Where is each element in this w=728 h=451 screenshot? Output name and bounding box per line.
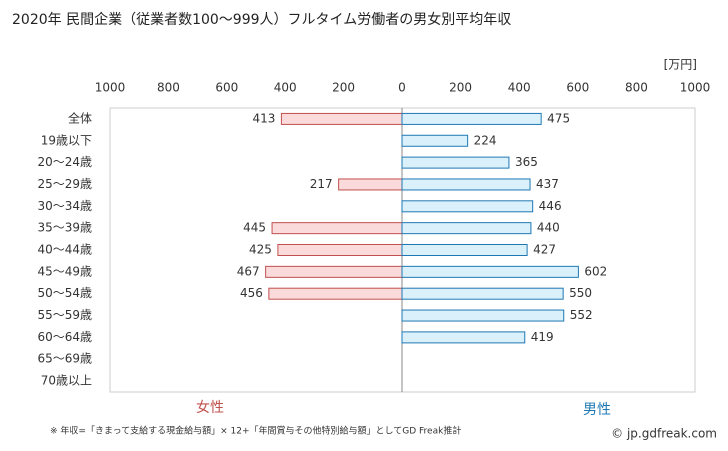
value-label: 552 bbox=[570, 308, 593, 322]
bar bbox=[401, 200, 534, 213]
value-label: 224 bbox=[474, 133, 497, 147]
bar bbox=[338, 178, 403, 191]
y-tick-label: 25〜29歳 bbox=[37, 177, 92, 191]
x-tick-label: 0 bbox=[398, 81, 406, 95]
value-label: 446 bbox=[539, 199, 562, 213]
bar bbox=[401, 112, 542, 125]
bar bbox=[401, 222, 532, 235]
bar bbox=[401, 244, 528, 256]
source: © jp.gdfreak.com bbox=[611, 427, 717, 441]
bar bbox=[401, 134, 469, 147]
footnote: ※ 年収=「きまって支給する現金給与額」× 12+「年間賞与その他特別給与額」と… bbox=[50, 425, 461, 437]
x-tick-label: 1000 bbox=[680, 81, 711, 95]
value-label: 437 bbox=[536, 177, 559, 191]
value-label: 467 bbox=[237, 264, 260, 278]
x-tick-label: 1000 bbox=[95, 81, 126, 95]
x-tick-label: 600 bbox=[566, 81, 589, 95]
value-label: 217 bbox=[310, 177, 333, 191]
bar bbox=[401, 287, 564, 300]
y-tick-label: 30〜34歳 bbox=[37, 199, 92, 213]
bar bbox=[401, 309, 565, 322]
value-label: 445 bbox=[243, 221, 266, 235]
y-tick-label: 19歳以下 bbox=[41, 133, 92, 147]
value-label: 413 bbox=[252, 111, 275, 125]
x-tick-label: 800 bbox=[625, 81, 648, 95]
x-tick-label: 200 bbox=[332, 81, 355, 95]
bar bbox=[271, 222, 403, 235]
bar bbox=[401, 156, 510, 169]
value-label: 456 bbox=[240, 286, 263, 300]
chart-title: 2020年 民間企業（従業者数100〜999人）フルタイム労働者の男女別平均年収 bbox=[12, 11, 511, 28]
y-tick-label: 65〜69歳 bbox=[37, 352, 92, 366]
x-tick-label: 200 bbox=[449, 81, 472, 95]
y-tick-label: 全体 bbox=[68, 110, 92, 125]
y-tick-label: 40〜44歳 bbox=[37, 243, 92, 257]
y-tick-label: 55〜59歳 bbox=[37, 308, 92, 322]
y-tick-label: 60〜64歳 bbox=[37, 330, 92, 344]
value-label: 440 bbox=[537, 221, 560, 235]
y-tick-label: 35〜39歳 bbox=[37, 221, 92, 235]
bar bbox=[401, 265, 579, 278]
value-label: 425 bbox=[249, 243, 272, 257]
bar bbox=[401, 331, 526, 344]
x-tick-label: 400 bbox=[508, 81, 531, 95]
value-label: 475 bbox=[547, 111, 570, 125]
x-tick-label: 600 bbox=[215, 81, 238, 95]
bar bbox=[277, 244, 403, 256]
y-tick-label: 50〜54歳 bbox=[37, 286, 92, 300]
value-label: 419 bbox=[531, 330, 554, 344]
y-tick-label: 70歳以上 bbox=[41, 374, 92, 388]
value-label: 365 bbox=[515, 155, 538, 169]
bar bbox=[268, 287, 403, 300]
x-tick-label: 400 bbox=[274, 81, 297, 95]
y-tick-label: 20〜24歳 bbox=[37, 155, 92, 169]
x-tick-label: 800 bbox=[157, 81, 180, 95]
legend-male: 男性 bbox=[583, 402, 611, 418]
unit-label: [万円] bbox=[664, 58, 697, 72]
bar bbox=[280, 112, 403, 125]
bar bbox=[401, 178, 531, 191]
value-label: 427 bbox=[533, 243, 556, 257]
value-label: 550 bbox=[569, 286, 592, 300]
y-tick-label: 45〜49歳 bbox=[37, 264, 92, 278]
bar bbox=[265, 265, 403, 278]
legend-female: 女性 bbox=[196, 399, 224, 416]
value-label: 602 bbox=[584, 264, 607, 278]
